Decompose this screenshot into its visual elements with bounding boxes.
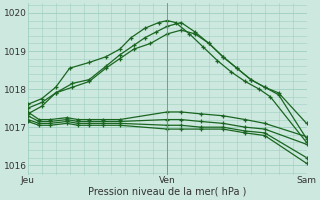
X-axis label: Pression niveau de la mer( hPa ): Pression niveau de la mer( hPa ) [88,187,246,197]
